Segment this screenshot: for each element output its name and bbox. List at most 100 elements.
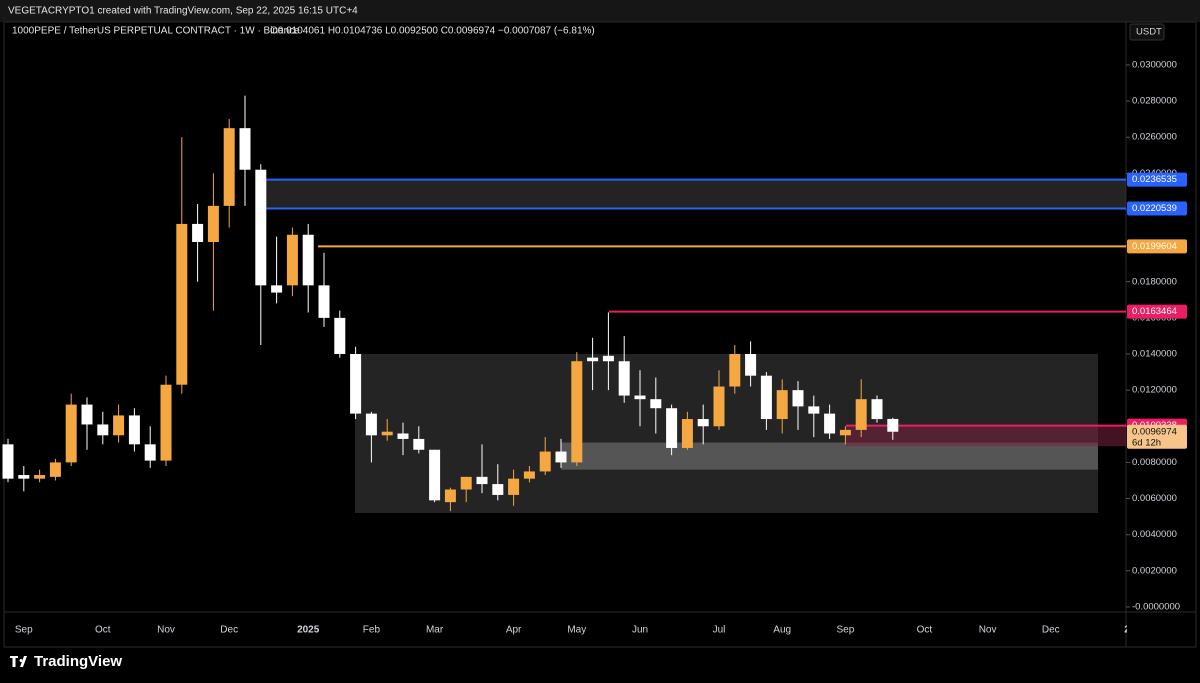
level-tag-label: 0.0220539 xyxy=(1132,203,1177,214)
candle-body xyxy=(34,475,46,479)
y-tick-label: 0.0120000 xyxy=(1132,385,1177,396)
candle-body xyxy=(160,384,172,461)
candles xyxy=(2,95,899,512)
levels xyxy=(265,178,1126,427)
x-tick-label: Jul xyxy=(713,625,726,636)
y-tick-label: 0.0300000 xyxy=(1132,59,1177,70)
candle-body xyxy=(508,478,520,495)
x-tick-label: Feb xyxy=(363,625,381,636)
ohlc-legend: O0.0104061 H0.0104736 L0.0092500 C0.0096… xyxy=(270,26,595,37)
candle-body xyxy=(523,471,535,479)
candle-body xyxy=(350,354,362,414)
candle-body xyxy=(871,399,883,420)
candle-body xyxy=(255,169,267,286)
y-tick-label: 0.0280000 xyxy=(1132,96,1177,107)
y-tick-label: 0.0180000 xyxy=(1132,276,1177,287)
candle-body xyxy=(539,451,551,472)
candle-body xyxy=(176,223,188,385)
candle-body xyxy=(271,285,283,293)
x-tick-label: May xyxy=(567,625,586,636)
candle-body xyxy=(713,386,725,427)
x-tick-label: Sep xyxy=(15,625,33,636)
candle-body xyxy=(839,429,851,436)
level-tag xyxy=(1127,239,1187,254)
x-tick-label: Jun xyxy=(632,625,648,636)
level-tag-label: 0.0163464 xyxy=(1132,306,1177,317)
x-tick-label: Aug xyxy=(773,625,791,636)
x-tick-label: Dec xyxy=(220,625,238,636)
x-tick-label: Dec xyxy=(1042,625,1060,636)
y-tick-label: 0.0080000 xyxy=(1132,457,1177,468)
level-tag-label: 0.0236535 xyxy=(1132,174,1177,185)
candle-body xyxy=(618,361,630,396)
last-price-tag xyxy=(1127,424,1187,449)
candle-body xyxy=(144,444,156,461)
candle-body xyxy=(49,462,61,477)
header-bar xyxy=(0,0,1200,22)
symbol-title: 1000PEPE / TetherUS PERPETUAL CONTRACT ·… xyxy=(12,26,300,37)
level-tag xyxy=(1127,172,1187,187)
candle-body xyxy=(760,375,772,420)
candle-body xyxy=(429,449,441,501)
currency: USDT xyxy=(1136,27,1162,38)
x-tick-label: Oct xyxy=(917,625,933,636)
candle-body xyxy=(128,415,140,445)
candle-body xyxy=(792,390,804,407)
candle-body xyxy=(808,406,820,414)
candle-body xyxy=(365,413,377,436)
y-tick-label: 0.0140000 xyxy=(1132,349,1177,360)
frame xyxy=(3,21,1197,648)
x-tick-label: 2025 xyxy=(297,625,320,636)
y-tick-label: -0.0000000 xyxy=(1132,601,1180,612)
price-tags: 0.0236535 0.0220539 0.0199604 0.0163464 0.01… xyxy=(1127,172,1187,449)
currency-box xyxy=(1129,23,1165,41)
candle-body xyxy=(113,415,125,436)
x-tick-label: Nov xyxy=(157,625,175,636)
x-tick-label: Mar xyxy=(426,625,444,636)
y-tick-label: 0.0260000 xyxy=(1132,132,1177,143)
countdown: 6d 12h xyxy=(1132,437,1161,448)
level-tag xyxy=(1127,201,1187,216)
header: VEGETACRYPTO1 created with TradingView.c… xyxy=(8,6,358,17)
candle-body xyxy=(666,408,678,448)
candle-body xyxy=(476,476,488,485)
logo-text: TradingView xyxy=(34,653,122,670)
candle-body xyxy=(697,419,709,427)
candle-body xyxy=(97,424,109,436)
zones xyxy=(265,179,1126,513)
candle-body xyxy=(239,128,251,170)
candle-body xyxy=(397,433,409,439)
x-axis: Sep Oct Nov Dec 2025 Feb Mar Apr May Jun Jul Aug Sep… xyxy=(15,625,1136,636)
zone xyxy=(846,425,1126,447)
candle-body xyxy=(444,489,456,503)
candle-body xyxy=(18,475,30,479)
candle-body xyxy=(855,399,867,430)
candle-body xyxy=(587,357,599,362)
candle-body xyxy=(650,399,662,409)
candle-body xyxy=(81,404,93,425)
candle-body xyxy=(192,223,204,242)
candle-body xyxy=(65,404,77,463)
x-tick-label: Nov xyxy=(979,625,997,636)
candle-body xyxy=(776,390,788,420)
y-tick-label: 0.0020000 xyxy=(1132,565,1177,576)
x-tick-label: Apr xyxy=(506,625,522,636)
x-tick-label: 20 xyxy=(1124,625,1136,636)
level-tag-label: 0.0199604 xyxy=(1132,241,1177,252)
candle-body xyxy=(602,355,614,362)
candle-body xyxy=(302,234,314,286)
candle-body xyxy=(286,234,298,286)
candle-body xyxy=(460,476,472,490)
candle-body xyxy=(745,354,757,376)
zone xyxy=(561,442,1098,470)
candle-body xyxy=(729,354,741,387)
last-price-label: 0.0096974 xyxy=(1132,426,1177,437)
candle-body xyxy=(318,285,330,318)
candle-body xyxy=(555,451,567,463)
level-tag xyxy=(1127,304,1187,319)
candle-body xyxy=(681,419,693,448)
candle-body xyxy=(634,395,646,400)
candle-body xyxy=(207,205,219,242)
